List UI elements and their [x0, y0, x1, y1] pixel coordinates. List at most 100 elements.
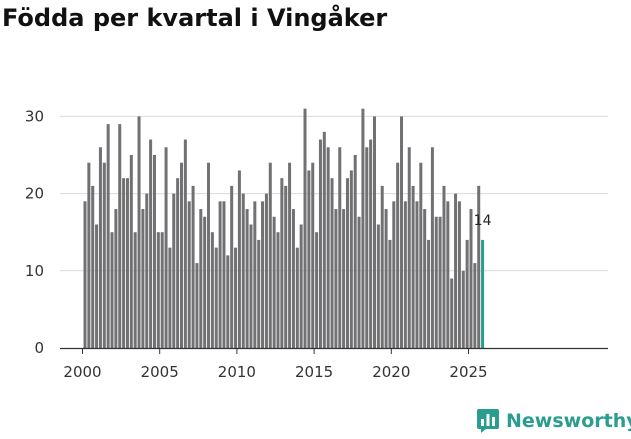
- x-tick-label: 2015: [295, 363, 333, 381]
- bar-2009-Q1: [222, 201, 226, 348]
- bar-2012-Q3: [276, 232, 280, 348]
- bar-2008-Q2: [210, 232, 214, 348]
- bar-2024-Q4: [465, 239, 469, 348]
- bar-2022-Q2: [427, 239, 431, 348]
- bar-2009-Q4: [234, 247, 238, 348]
- bar-2024-Q1: [454, 193, 458, 348]
- bar-2000-Q1: [83, 201, 87, 348]
- newsworthy-logo: Newsworthy: [476, 408, 631, 434]
- bar-2010-Q1: [237, 170, 241, 348]
- bar-2008-Q3: [214, 247, 218, 348]
- bar-2015-Q3: [322, 131, 326, 348]
- bar-chart-logo-icon: [477, 409, 499, 433]
- bar-2001-Q2: [102, 162, 106, 348]
- bar-2017-Q4: [357, 216, 361, 348]
- bar-2020-Q4: [403, 201, 407, 348]
- bar-2014-Q1: [299, 224, 303, 348]
- y-tick-label: 10: [25, 262, 44, 280]
- bar-2012-Q2: [272, 216, 276, 348]
- y-tick-label: 30: [25, 107, 44, 125]
- bar-2007-Q3: [199, 209, 203, 348]
- bar-2020-Q2: [396, 162, 400, 348]
- bar-2003-Q2: [133, 232, 137, 348]
- bar-2025-Q1: [469, 209, 473, 348]
- bar-2018-Q4: [373, 116, 376, 349]
- bar-2002-Q3: [122, 178, 126, 348]
- bar-2016-Q4: [342, 209, 346, 348]
- bar-2002-Q1: [114, 209, 118, 348]
- bar-2017-Q2: [349, 170, 353, 348]
- bar-2016-Q2: [334, 209, 338, 348]
- bar-2019-Q2: [380, 185, 384, 348]
- bar-2018-Q1: [361, 108, 365, 349]
- bar-2000-Q3: [91, 185, 95, 348]
- bar-2022-Q4: [434, 216, 438, 348]
- y-tick-label: 20: [25, 185, 44, 203]
- bar-2017-Q3: [353, 155, 357, 348]
- bar-2021-Q4: [419, 162, 423, 348]
- bar-2012-Q4: [280, 178, 284, 348]
- x-tick-label: 2010: [218, 363, 256, 381]
- bar-2024-Q2: [457, 201, 461, 348]
- x-tick-label: 2020: [372, 363, 410, 381]
- bar-2019-Q4: [388, 239, 392, 348]
- bar-2023-Q4: [450, 278, 454, 348]
- bar-2011-Q3: [261, 201, 265, 348]
- bar-2011-Q4: [264, 193, 268, 348]
- bar-2016-Q1: [330, 178, 334, 348]
- x-tick-label: 2000: [63, 363, 101, 381]
- x-tick-label: 2025: [449, 363, 487, 381]
- bar-2015-Q1: [315, 232, 319, 348]
- bar-2021-Q2: [411, 185, 415, 348]
- bar-2009-Q3: [230, 185, 234, 348]
- bar-2021-Q3: [415, 201, 419, 348]
- bar-2025-Q3: [477, 185, 481, 348]
- bar-2005-Q1: [160, 232, 164, 348]
- bar-2005-Q3: [168, 247, 172, 348]
- bar-2011-Q2: [257, 239, 261, 348]
- bar-2000-Q2: [87, 162, 91, 348]
- bar-2006-Q2: [180, 162, 183, 348]
- bar-2015-Q4: [326, 147, 330, 348]
- bar-2006-Q4: [187, 201, 191, 348]
- bar-chart: 0 10 20 30 2000 2005 2010 2015 2020 2025 14: [25, 107, 608, 381]
- bar-2005-Q4: [172, 193, 176, 348]
- x-axis: 2000 2005 2010 2015 2020 2025: [60, 347, 608, 381]
- bar-2022-Q3: [430, 147, 434, 348]
- bar-2011-Q1: [253, 201, 257, 348]
- bar-2023-Q2: [442, 185, 446, 348]
- bar-2008-Q4: [218, 201, 222, 348]
- bar-2025-Q4: [481, 239, 485, 348]
- bar-2007-Q1: [191, 185, 195, 348]
- bar-2020-Q1: [392, 201, 396, 348]
- bar-2003-Q3: [137, 116, 141, 349]
- bar-2007-Q2: [195, 263, 199, 348]
- chart-title: Födda per kvartal i Vingåker: [2, 4, 388, 32]
- bar-2023-Q1: [438, 216, 442, 348]
- bar-2018-Q3: [369, 139, 373, 348]
- bar-2010-Q2: [241, 193, 245, 348]
- bar-2004-Q1: [145, 193, 149, 348]
- bar-2021-Q1: [407, 147, 411, 348]
- bar-2025-Q2: [473, 263, 477, 348]
- bar-2001-Q4: [110, 232, 114, 348]
- bar-2020-Q3: [400, 116, 404, 349]
- bar-2008-Q1: [207, 162, 211, 348]
- bar-2017-Q1: [345, 178, 349, 348]
- bar-2019-Q1: [376, 224, 380, 348]
- bar-2014-Q4: [311, 162, 315, 348]
- bar-2003-Q4: [141, 209, 145, 348]
- last-value-label: 14: [474, 213, 492, 229]
- bar-2004-Q2: [149, 139, 153, 348]
- x-tick-label: 2005: [141, 363, 179, 381]
- bar-2006-Q3: [183, 139, 187, 348]
- y-tick-label: 0: [34, 339, 44, 357]
- bar-2013-Q1: [284, 185, 288, 348]
- bar-2022-Q1: [423, 209, 427, 348]
- bar-2003-Q1: [129, 155, 133, 348]
- y-axis: 0 10 20 30: [25, 107, 44, 357]
- data-labels: 14: [474, 213, 492, 229]
- bar-2010-Q4: [249, 224, 253, 348]
- bar-2009-Q2: [226, 255, 230, 348]
- brand-name: Newsworthy: [506, 410, 631, 432]
